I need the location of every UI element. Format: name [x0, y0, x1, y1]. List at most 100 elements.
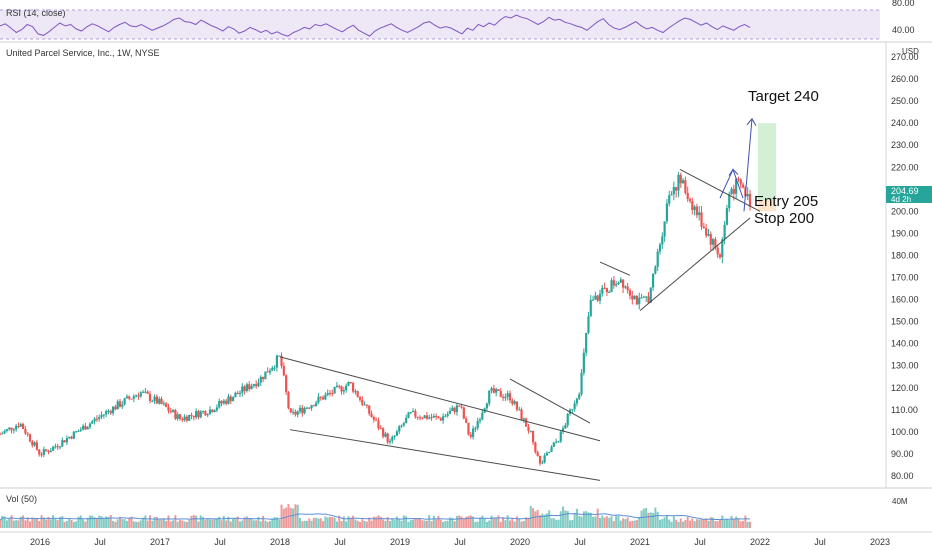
- candle-body: [349, 381, 352, 383]
- volume-pane[interactable]: Vol (50) 40M: [0, 494, 908, 528]
- volume-bar: [476, 521, 479, 528]
- candle-body: [222, 400, 225, 404]
- candle-body: [598, 293, 602, 301]
- volume-bar: [192, 515, 195, 528]
- volume-bar: [322, 521, 325, 528]
- volume-bar: [340, 521, 343, 528]
- volume-bar: [479, 517, 481, 528]
- volume-bar: [181, 520, 184, 528]
- volume-bar: [29, 521, 31, 528]
- candle-body: [331, 392, 334, 394]
- volume-bar: [663, 517, 666, 528]
- candle-body: [628, 290, 632, 296]
- candle-body: [155, 396, 159, 404]
- candle-body: [451, 407, 454, 411]
- candle-body: [148, 393, 152, 401]
- volume-bar: [165, 521, 168, 528]
- volume-bar: [481, 515, 484, 528]
- candle-body: [310, 405, 313, 409]
- candle-body: [10, 427, 13, 431]
- candle-body: [573, 403, 576, 410]
- candles: [0, 172, 752, 466]
- candle-body: [42, 449, 45, 455]
- projection-arrows: [719, 117, 757, 212]
- candle-body: [481, 412, 484, 420]
- volume-bar: [245, 516, 248, 528]
- candle-body: [3, 430, 6, 434]
- volume-bar: [252, 520, 255, 528]
- candle-body: [324, 394, 327, 400]
- volume-bar: [153, 517, 156, 528]
- candle-body: [578, 394, 581, 399]
- volume-bar: [160, 519, 163, 528]
- volume-bar: [425, 520, 428, 528]
- time-axis-label: 2023: [870, 537, 890, 547]
- volume-bar: [707, 520, 710, 528]
- candle-body: [564, 425, 567, 429]
- candle-body: [391, 436, 394, 441]
- candle-body: [54, 446, 57, 448]
- candle-body: [702, 226, 705, 229]
- candle-body: [467, 422, 470, 435]
- candle-body: [259, 376, 262, 383]
- volume-bar: [442, 521, 445, 528]
- candle-body: [633, 296, 636, 300]
- volume-bar: [506, 515, 509, 528]
- volume-bar: [619, 520, 622, 528]
- volume-bar: [248, 517, 251, 528]
- candle-body: [24, 428, 27, 434]
- volume-bar: [460, 516, 463, 528]
- candle-body: [280, 355, 283, 367]
- volume-bar: [555, 519, 558, 528]
- candle-body: [70, 436, 73, 439]
- volume-bar: [372, 516, 375, 528]
- candle-body: [557, 441, 560, 443]
- price-tick-label: 220.00: [891, 162, 919, 172]
- time-axis[interactable]: 2016 Jul 2017 Jul 2018 Jul 2019 Jul 2020 Jul 2021 J…: [30, 537, 890, 547]
- volume-bar: [280, 504, 283, 528]
- rsi-pane[interactable]: RSI (14, close) 80.00 40.00: [0, 0, 915, 40]
- candle-body: [665, 203, 669, 222]
- candle-body: [695, 206, 699, 216]
- volume-bar: [335, 521, 338, 528]
- time-axis-label: Jul: [94, 537, 106, 547]
- candle-body: [405, 417, 408, 424]
- candle-body: [291, 411, 295, 413]
- candle-body: [328, 392, 332, 394]
- volume-bar: [95, 519, 98, 528]
- volume-bar: [730, 515, 733, 528]
- volume-bar: [492, 517, 495, 528]
- volume-bar: [59, 517, 61, 528]
- candle-body: [677, 174, 680, 191]
- volume-bar: [444, 520, 447, 528]
- candle-body: [580, 372, 583, 395]
- volume-bar: [12, 520, 15, 528]
- volume-bar: [601, 515, 604, 528]
- candle-body: [169, 410, 172, 412]
- candle-body: [56, 446, 59, 448]
- volume-bar: [271, 518, 274, 528]
- candle-body: [746, 193, 749, 197]
- price-axis[interactable]: USD 270.00 260.00 250.00 240.00 230.00 220.00…: [885, 42, 932, 488]
- volume-bar: [656, 511, 659, 528]
- volume-bar: [430, 521, 433, 528]
- volume-bar: [250, 518, 253, 528]
- volume-bar: [114, 521, 117, 528]
- candle-body: [407, 412, 410, 418]
- volume-bar: [488, 520, 491, 528]
- candle-body: [245, 384, 249, 391]
- volume-bar: [144, 515, 147, 528]
- volume-bar: [689, 520, 691, 528]
- volume-bar: [532, 508, 535, 528]
- volume-bar: [670, 521, 673, 528]
- volume-bar: [437, 515, 440, 528]
- time-axis-label: 2019: [390, 537, 410, 547]
- volume-bar: [573, 513, 576, 528]
- volume-bar: [557, 519, 560, 528]
- price-pane[interactable]: United Parcel Service, Inc., 1W, NYSE Ta…: [0, 48, 819, 481]
- candle-body: [109, 410, 112, 414]
- volume-bar: [451, 517, 454, 528]
- candle-body: [608, 292, 611, 294]
- volume-bar: [400, 520, 403, 528]
